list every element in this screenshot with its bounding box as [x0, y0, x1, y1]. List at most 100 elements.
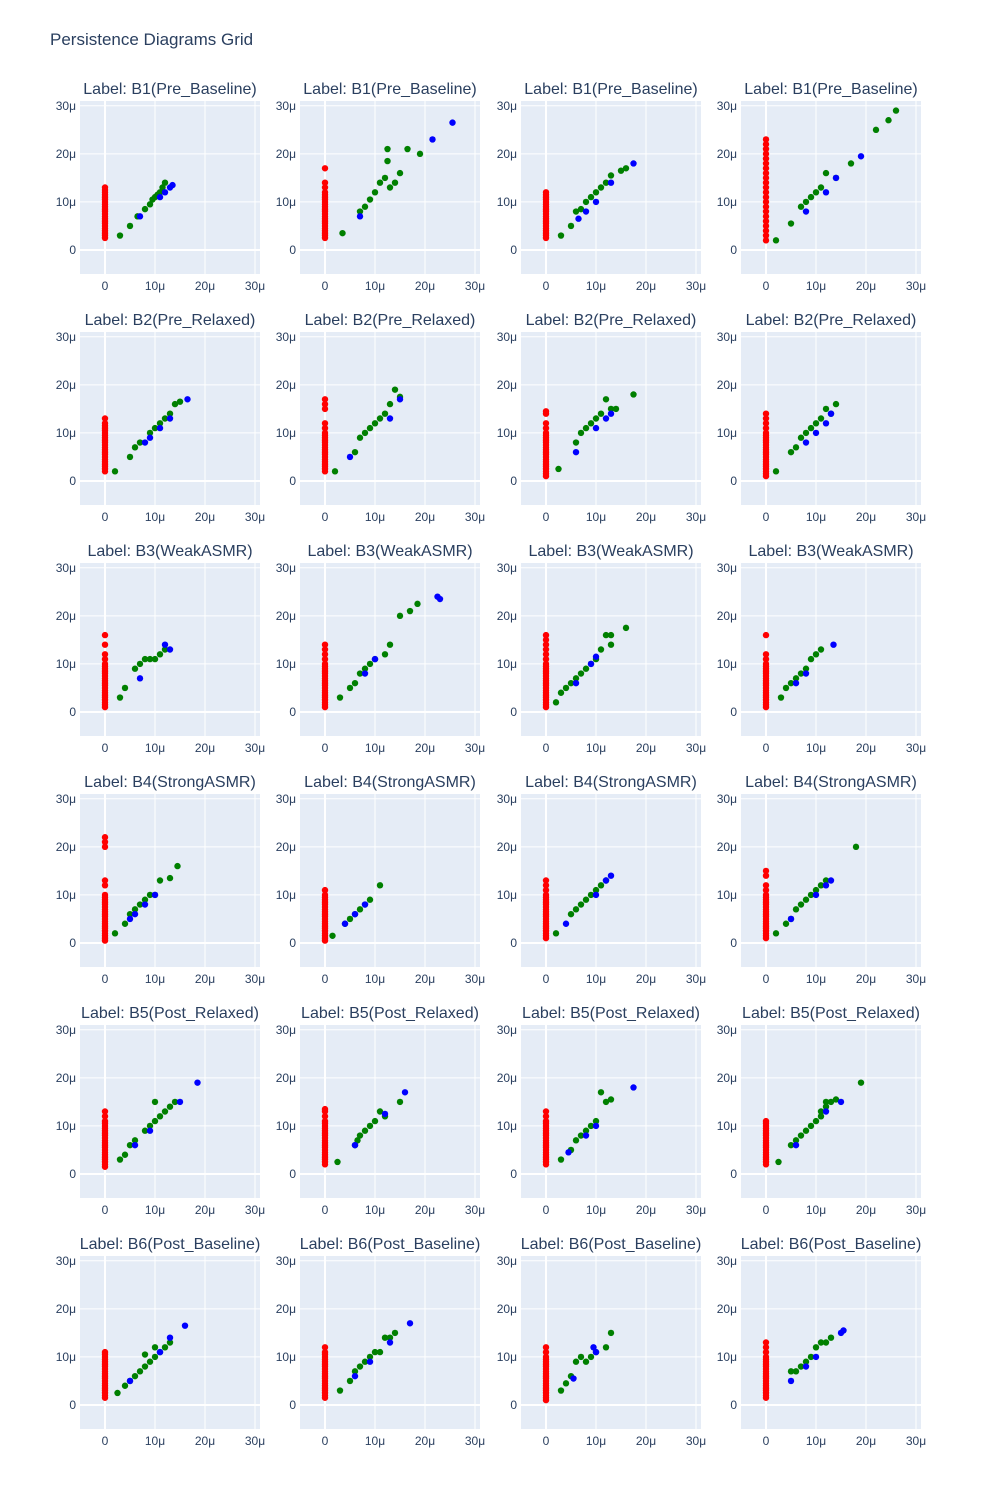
h2-point: [351, 910, 359, 918]
h0-point: [762, 141, 770, 148]
x-tick-label: 20μ: [415, 1203, 435, 1217]
y-tick-label: 30μ: [276, 99, 296, 113]
h0-point: [321, 424, 329, 432]
panel-title: Label: B2(Pre_Relaxed): [746, 312, 917, 329]
h1-point: [577, 670, 585, 677]
y-tick-label: 20μ: [276, 840, 296, 854]
panel-14: 0 0 10μ 10μ 20μ 20μ 30μ 30μ Label: B4(StrongASMR…: [276, 774, 485, 986]
h1-point: [141, 1127, 149, 1134]
x-tick-label: 0: [763, 741, 770, 755]
x-tick-label: 0: [322, 741, 329, 755]
y-tick-label: 30μ: [497, 1023, 517, 1037]
h1-point: [582, 896, 590, 903]
y-tick-label: 20μ: [56, 147, 76, 161]
panel-title: Label: B6(Post_Baseline): [300, 1236, 481, 1253]
h1-point: [156, 877, 164, 884]
h0-point: [101, 420, 109, 427]
y-tick-label: 30μ: [276, 1023, 296, 1037]
h0-point: [321, 646, 329, 653]
h0-point: [542, 189, 550, 196]
h1-point: [812, 886, 820, 894]
h1-point: [817, 646, 825, 653]
h2-point: [401, 1089, 409, 1096]
y-tick-label: 30μ: [497, 792, 517, 806]
y-tick-label: 20μ: [497, 378, 517, 392]
h2-point: [126, 915, 134, 923]
h0-point: [762, 886, 770, 894]
h1-point: [416, 150, 424, 158]
chart-title: Persistence Diagrams Grid: [50, 30, 254, 49]
y-tick-label: 20μ: [56, 609, 76, 623]
y-tick-label: 20μ: [717, 1302, 737, 1316]
h1-point: [414, 600, 421, 608]
h2-point: [592, 424, 600, 432]
h1-point: [597, 646, 605, 653]
h1-point: [892, 107, 900, 114]
h1-point: [126, 910, 134, 918]
h2-point: [572, 448, 580, 456]
x-tick-label: 30μ: [906, 510, 926, 524]
plot-area: [741, 1025, 921, 1198]
h1-point: [787, 220, 795, 227]
panel-title: Label: B5(Post_Relaxed): [742, 1005, 920, 1022]
h0-point: [321, 189, 329, 196]
y-tick-label: 0: [510, 705, 517, 719]
x-tick-label: 20μ: [856, 279, 876, 293]
h1-point: [354, 1137, 361, 1144]
y-tick-label: 0: [510, 1398, 517, 1412]
h0-point: [762, 655, 770, 663]
h1-point: [602, 1344, 610, 1351]
y-tick-label: 20μ: [276, 1302, 296, 1316]
h2-point: [570, 1375, 577, 1382]
h1-point: [822, 1339, 830, 1346]
h0-point: [101, 415, 109, 422]
h1-point: [376, 882, 384, 889]
h1-point: [807, 891, 815, 899]
h1-point: [406, 607, 414, 615]
x-tick-label: 30μ: [906, 1203, 926, 1217]
h2-point: [832, 174, 840, 182]
h2-point: [136, 213, 144, 220]
h2-point: [802, 670, 810, 677]
h1-point: [116, 1156, 124, 1163]
h1-point: [156, 651, 164, 658]
h1-point: [356, 1363, 364, 1370]
h0-point: [101, 660, 109, 668]
h2-point: [166, 1334, 174, 1341]
plot-area: [521, 794, 701, 967]
y-tick-label: 10μ: [497, 888, 517, 902]
h0-point: [542, 1348, 550, 1356]
h1-point: [356, 1132, 364, 1139]
h1-point: [176, 398, 184, 405]
h0-point: [321, 641, 329, 648]
h1-point: [557, 1156, 565, 1163]
h1-point: [577, 1132, 585, 1139]
h1-point: [807, 1122, 815, 1130]
h0-point: [762, 160, 770, 167]
h2-point: [857, 153, 865, 160]
plot-area: [741, 1256, 921, 1429]
h2-point: [351, 1372, 359, 1380]
h0-point: [101, 1108, 109, 1115]
h1-point: [572, 1137, 580, 1144]
panel-6: 0 0 10μ 10μ 20μ 20μ 30μ 30μ Label: B2(Pre_Relaxe…: [276, 312, 485, 524]
panel-title: Label: B3(WeakASMR): [748, 543, 913, 560]
h0-point: [542, 660, 550, 668]
h0-point: [762, 198, 770, 206]
h1-point: [366, 1122, 374, 1130]
h0-point: [321, 1344, 329, 1351]
panel-18: 0 0 10μ 10μ 20μ 20μ 30μ 30μ Label: B5(Post_Relax…: [276, 1005, 485, 1217]
h2-point: [406, 1320, 414, 1327]
h0-point: [542, 877, 550, 884]
y-tick-label: 20μ: [276, 609, 296, 623]
x-tick-label: 20μ: [415, 741, 435, 755]
panel-title: Label: B1(Pre_Baseline): [744, 81, 917, 98]
h1-point: [151, 1344, 159, 1351]
h1-point: [817, 415, 825, 422]
h1-point: [787, 679, 795, 687]
h1-point: [822, 877, 830, 884]
h1-point: [797, 670, 805, 677]
h1-point: [817, 1113, 825, 1120]
h1-point: [792, 675, 800, 682]
h1-point: [336, 694, 344, 701]
